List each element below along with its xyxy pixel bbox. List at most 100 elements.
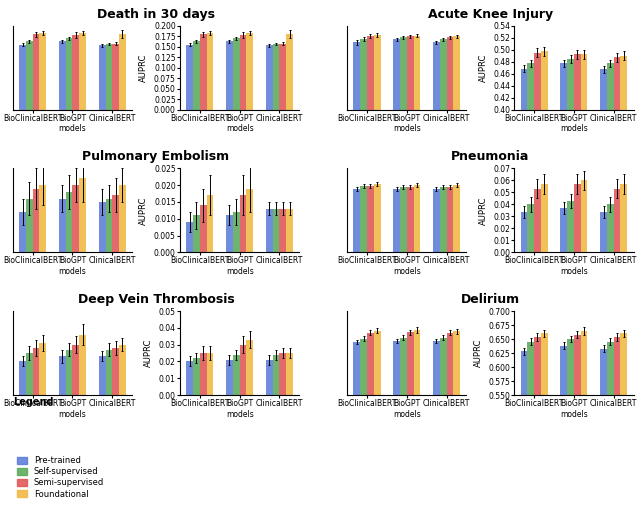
Bar [580,181,588,252]
Bar [520,211,527,252]
Bar [66,350,72,395]
Bar [353,43,360,477]
Text: Acute Knee Injury: Acute Knee Injury [428,8,553,21]
Bar [447,333,453,513]
Bar [440,40,447,477]
Bar [79,33,86,110]
Bar [33,34,40,110]
Bar [360,186,367,513]
Bar [607,342,614,513]
Bar [200,205,207,252]
Bar [614,57,620,349]
Text: Pulmonary Embolism: Pulmonary Embolism [83,150,230,163]
Bar [561,208,567,252]
Bar [614,338,620,513]
Bar [186,362,193,395]
Bar [574,54,580,349]
Bar [374,184,381,513]
Bar [193,358,200,395]
Bar [266,45,273,110]
Bar [600,348,607,513]
Bar [360,40,367,477]
Bar [79,334,86,395]
Bar [280,209,286,252]
Bar [374,331,381,513]
Bar [433,341,440,513]
Bar [567,59,574,349]
Bar [360,339,367,513]
Bar [186,222,193,252]
Bar [527,342,534,513]
Bar [19,212,26,252]
Bar [367,36,374,477]
Bar [226,360,233,395]
Bar [26,199,33,252]
Bar [286,34,293,110]
Bar [112,44,119,110]
Bar [561,346,567,513]
Bar [607,64,614,349]
Bar [407,187,413,513]
Bar [273,44,280,110]
Bar [233,212,239,252]
Bar [440,187,447,513]
Bar [233,38,239,110]
Bar [541,184,548,252]
Bar [119,34,126,110]
Y-axis label: AUPRC: AUPRC [474,339,483,367]
Bar [246,340,253,395]
Bar [266,360,273,395]
Bar [40,185,46,252]
Bar [239,35,246,110]
Bar [19,362,26,395]
Text: Pneumonia: Pneumonia [451,150,529,163]
Bar [40,343,46,395]
Bar [59,357,66,395]
Bar [280,44,286,110]
Bar [433,189,440,513]
Bar [580,331,588,513]
Bar [72,345,79,395]
Bar [112,348,119,395]
Bar [99,45,106,110]
Bar [239,345,246,395]
Bar [440,338,447,513]
Bar [33,348,40,395]
Bar [353,189,360,513]
Bar [600,69,607,349]
Bar [407,332,413,513]
Bar [72,35,79,110]
Bar [407,36,413,477]
Bar [59,199,66,252]
Bar [79,179,86,252]
Bar [534,53,541,349]
Bar [266,209,273,252]
Bar [413,185,420,513]
Text: Death in 30 days: Death in 30 days [97,8,215,21]
Bar [527,204,534,252]
Bar [574,334,580,513]
Bar [367,186,374,513]
Bar [207,195,213,252]
Bar [567,339,574,513]
Bar [453,185,460,513]
Bar [193,215,200,252]
Bar [374,35,381,477]
Bar [99,202,106,252]
Text: Legend: Legend [13,397,53,407]
Bar [620,333,627,513]
Bar [541,333,548,513]
Bar [40,33,46,110]
Bar [574,184,580,252]
Y-axis label: AUPRC: AUPRC [144,339,153,367]
Bar [19,45,26,110]
Bar [580,54,588,349]
Bar [26,353,33,395]
Bar [106,199,112,252]
Bar [393,40,400,477]
Bar [453,331,460,513]
Bar [112,195,119,252]
Bar [239,195,246,252]
Bar [393,341,400,513]
Y-axis label: AUPRC: AUPRC [140,196,148,225]
